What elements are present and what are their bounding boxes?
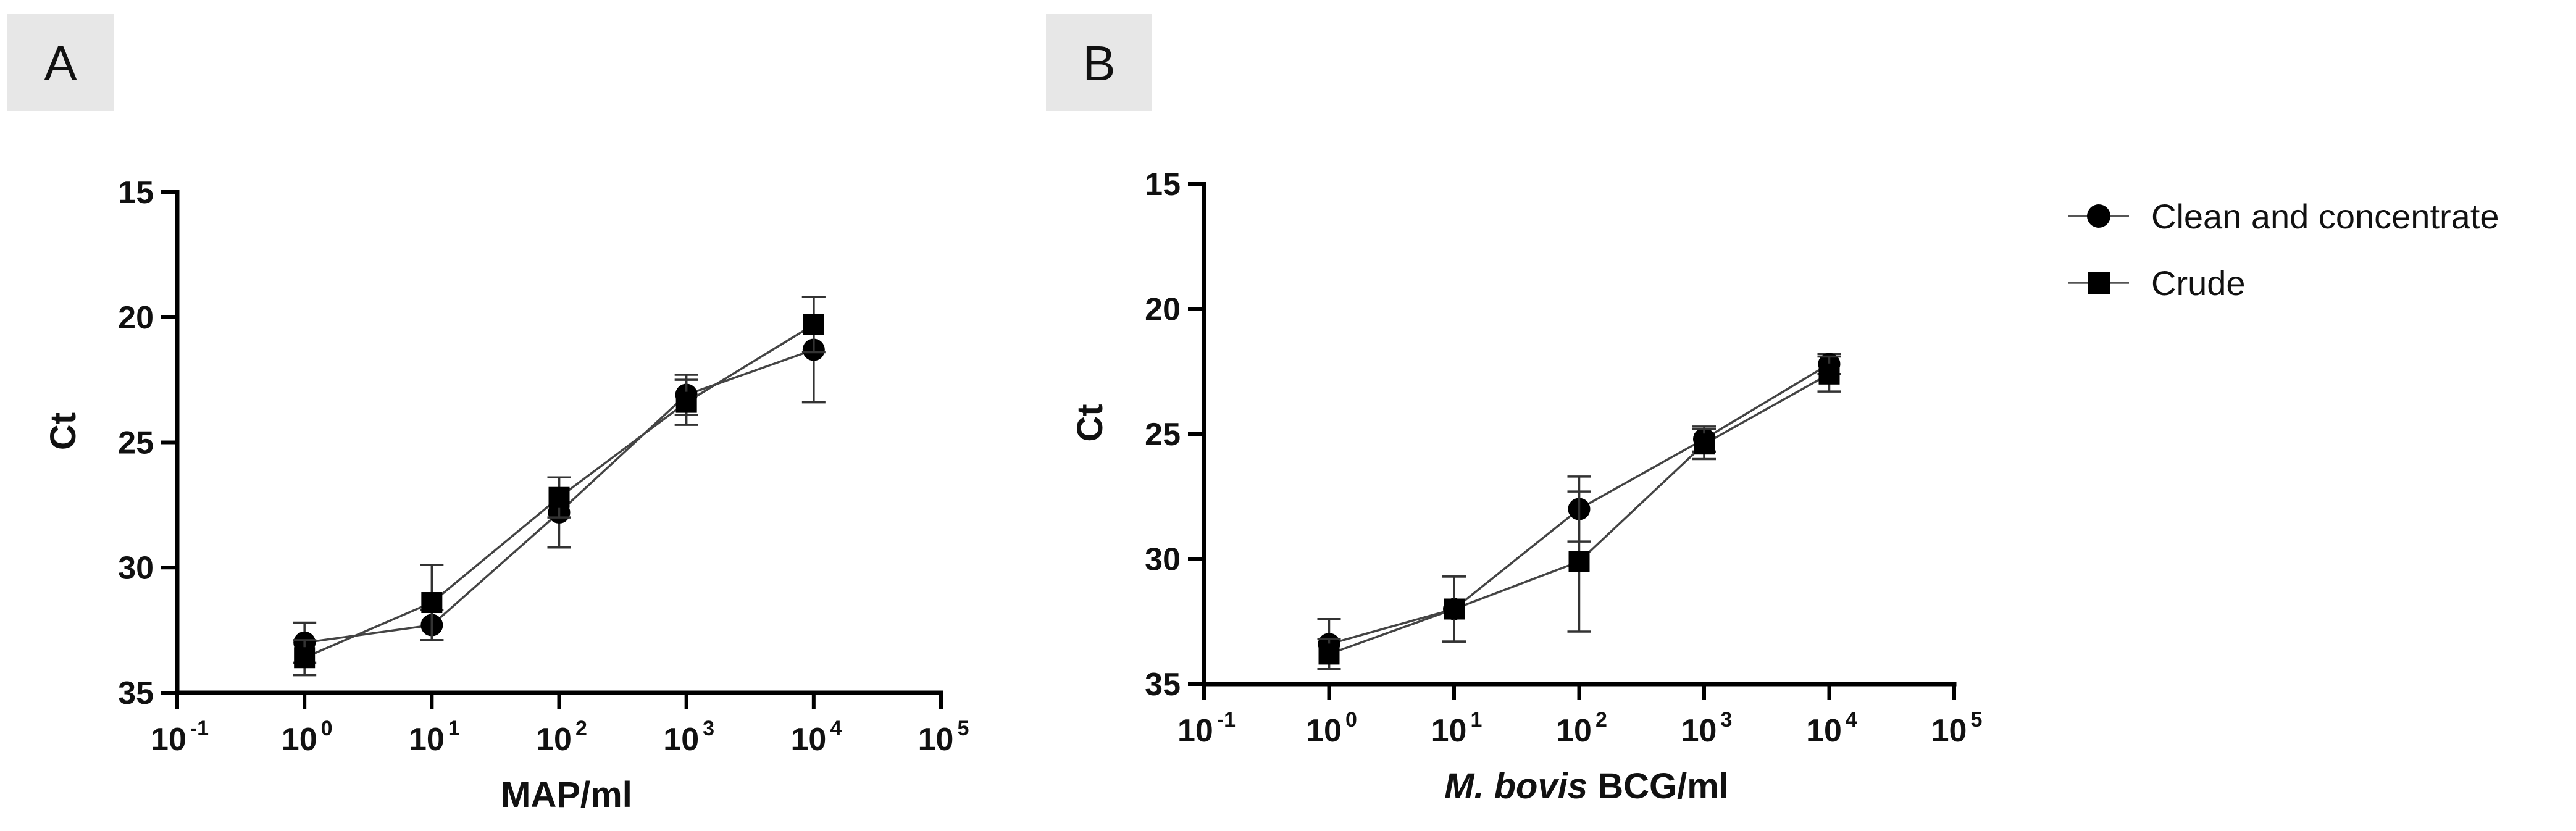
legend-entry-crude: Crude xyxy=(2068,264,2246,303)
data-point-square xyxy=(1318,643,1340,665)
x-tick-label-base: 10 xyxy=(790,722,826,758)
x-tick-label-base: 10 xyxy=(1177,713,1213,749)
data-point-square xyxy=(1444,598,1465,620)
panel-b-label: B xyxy=(1046,14,1152,111)
x-tick-label-base: 10 xyxy=(1556,713,1592,749)
legend-label-crude: Crude xyxy=(2151,264,2246,303)
y-tick-label: 25 xyxy=(1145,417,1181,453)
data-point-square xyxy=(803,314,824,335)
x-tick-label: 10 4 xyxy=(1806,708,1857,749)
x-tick-label-exponent: 3 xyxy=(1720,708,1732,732)
data-point-square xyxy=(1694,433,1715,455)
x-tick-label-base: 10 xyxy=(1431,713,1467,749)
series-crude xyxy=(1317,355,1841,670)
x-tick-label: 10 0 xyxy=(282,717,333,758)
y-tick-label: 15 xyxy=(1145,167,1181,203)
series-crude xyxy=(293,296,826,677)
x-tick-label-base: 10 xyxy=(409,722,445,758)
x-tick-label-base: 10 xyxy=(1931,713,1967,749)
legend-marker-circle xyxy=(2087,204,2110,228)
x-tick-label: 10 2 xyxy=(536,717,587,758)
legend-label-clean-and-concentrate: Clean and concentrate xyxy=(2151,197,2499,236)
x-tick-label-base: 10 xyxy=(1681,713,1717,749)
panel-a-label-box xyxy=(7,14,114,111)
x-tick-label-base: 10 xyxy=(151,722,186,758)
x-tick-label-exponent: 0 xyxy=(321,717,333,740)
data-point-square xyxy=(421,592,443,614)
x-axis-title: M. bovis BCG/ml xyxy=(1444,766,1729,806)
x-tick-label-exponent: 5 xyxy=(1970,708,1982,732)
x-tick-label-base: 10 xyxy=(918,722,954,758)
y-tick-label: 35 xyxy=(118,675,154,711)
x-axis-title: MAP/ml xyxy=(501,775,632,815)
x-axis-title-text: BCG/ml xyxy=(1587,766,1729,806)
x-tick-label-exponent: 4 xyxy=(830,717,842,740)
panel-a-label: A xyxy=(7,14,114,111)
x-tick-label-exponent: 1 xyxy=(448,717,460,740)
x-axis-title-italic: M. bovis xyxy=(1444,766,1587,806)
data-point-square xyxy=(1568,551,1590,572)
x-tick-label-base: 10 xyxy=(663,722,699,758)
panel-b-letter: B xyxy=(1082,36,1115,91)
x-tick-label: 10 4 xyxy=(790,717,842,758)
x-axis-title-text: MAP/ml xyxy=(501,775,632,815)
data-point-square xyxy=(294,647,316,669)
y-tick-label: 35 xyxy=(1145,667,1181,703)
x-tick-label: 10 5 xyxy=(918,717,969,758)
x-tick-label-exponent: -1 xyxy=(190,717,209,740)
x-tick-label-exponent: 1 xyxy=(1470,708,1482,732)
y-tick-label: 20 xyxy=(118,300,154,336)
panel-b-label-box xyxy=(1046,14,1152,111)
x-tick-label: 10 0 xyxy=(1306,708,1357,749)
x-tick-label: 10 -1 xyxy=(151,717,209,758)
y-axis-title: Ct xyxy=(1070,404,1110,441)
data-point-square xyxy=(1818,363,1840,385)
x-tick-label-exponent: 4 xyxy=(1846,708,1857,732)
x-tick-label: 10 3 xyxy=(663,717,714,758)
x-tick-label: 10 2 xyxy=(1556,708,1607,749)
x-tick-label: 10 -1 xyxy=(1177,708,1236,749)
y-axis-title: Ct xyxy=(43,412,83,450)
data-point-square xyxy=(548,486,570,508)
x-tick-label-exponent: 3 xyxy=(703,717,714,740)
legend-marker-square xyxy=(2088,272,2110,294)
x-tick-label-base: 10 xyxy=(1806,713,1842,749)
y-tick-label: 15 xyxy=(118,175,154,211)
legend: Clean and concentrate Crude xyxy=(2068,197,2499,303)
x-tick-label-exponent: 5 xyxy=(957,717,969,740)
x-tick-label-exponent: 2 xyxy=(575,717,587,740)
panel-a-letter: A xyxy=(44,36,77,91)
x-tick-label: 10 3 xyxy=(1681,708,1733,749)
x-tick-label-exponent: 2 xyxy=(1595,708,1607,732)
y-tick-label: 30 xyxy=(118,550,154,586)
y-tick-label: 30 xyxy=(1145,542,1181,578)
y-tick-label: 25 xyxy=(118,425,154,461)
data-point-square xyxy=(675,391,697,413)
legend-entry-clean-and-concentrate: Clean and concentrate xyxy=(2068,197,2499,236)
x-tick-label-base: 10 xyxy=(282,722,317,758)
y-tick-label: 20 xyxy=(1145,292,1181,328)
x-tick-label: 10 1 xyxy=(409,717,460,758)
x-tick-label-base: 10 xyxy=(536,722,572,758)
x-tick-label-base: 10 xyxy=(1306,713,1342,749)
x-tick-label-exponent: -1 xyxy=(1217,708,1236,732)
x-tick-label-exponent: 0 xyxy=(1345,708,1357,732)
x-tick-label: 10 5 xyxy=(1931,708,1983,749)
x-tick-label: 10 1 xyxy=(1431,708,1482,749)
